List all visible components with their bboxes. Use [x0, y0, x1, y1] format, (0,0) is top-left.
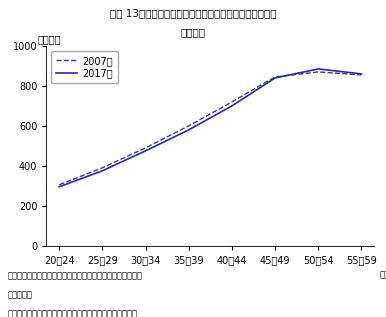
Text: （万円）: （万円）: [38, 34, 61, 44]
Line: 2007年: 2007年: [59, 72, 361, 185]
Text: （男性）: （男性）: [181, 27, 205, 37]
Text: （資料）　厚生労働省「賃金構造基本統計調査」より作成: （資料） 厚生労働省「賃金構造基本統計調査」より作成: [8, 309, 138, 317]
Line: 2017年: 2017年: [59, 69, 361, 187]
Text: （注）　所定内給与額および年間賞与その他特別給与額から: （注） 所定内給与額および年間賞与その他特別給与額から: [8, 271, 143, 280]
2007年: [359, 73, 364, 77]
2017年: [143, 149, 148, 153]
2017年: [273, 76, 278, 80]
2007年: [230, 100, 234, 104]
2007年: [186, 124, 191, 128]
2017年: [57, 185, 62, 189]
2017年: [359, 72, 364, 76]
Text: 推計: 推計: [8, 290, 33, 299]
2017年: [316, 67, 321, 71]
Text: 図表 13　大学・大学院卒正規雇用者の賃金カーブの変化: 図表 13 大学・大学院卒正規雇用者の賃金カーブの変化: [110, 8, 276, 18]
Text: （歳）: （歳）: [380, 271, 386, 280]
2017年: [230, 104, 234, 108]
2007年: [316, 70, 321, 74]
2007年: [143, 146, 148, 150]
Legend: 2007年, 2017年: 2007年, 2017年: [51, 51, 118, 83]
2007年: [100, 166, 105, 170]
2017年: [186, 128, 191, 132]
2017年: [100, 169, 105, 173]
2007年: [57, 183, 62, 187]
2007年: [273, 75, 278, 79]
